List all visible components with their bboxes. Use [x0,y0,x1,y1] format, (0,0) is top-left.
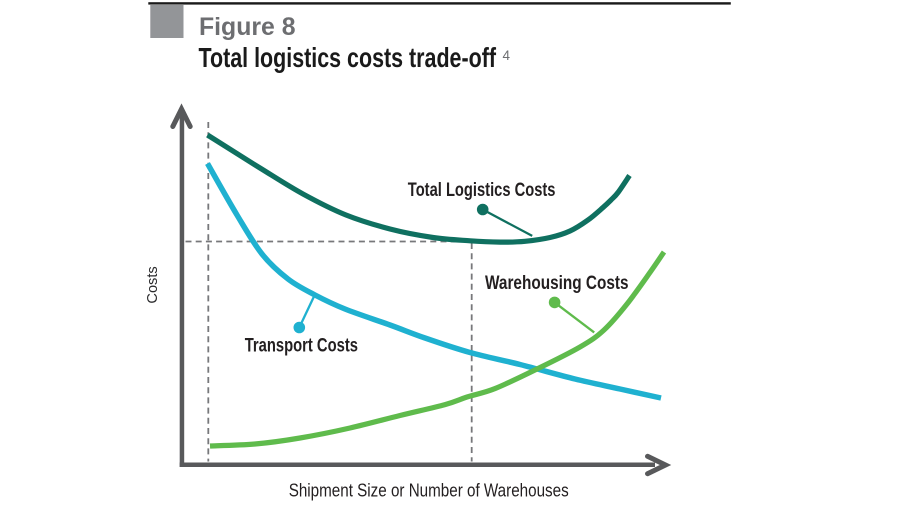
svg-text:Total logistics costs trade-of: Total logistics costs trade-off [199,42,497,73]
svg-text:4: 4 [503,48,511,63]
svg-text:Warehousing Costs: Warehousing Costs [485,273,629,294]
svg-text:Figure 8: Figure 8 [199,13,296,41]
svg-text:Shipment Size or Number of War: Shipment Size or Number of Warehouses [289,479,569,500]
svg-text:Costs: Costs [144,266,161,303]
svg-text:Total Logistics Costs: Total Logistics Costs [408,180,556,201]
svg-text:Transport Costs: Transport Costs [245,336,358,357]
